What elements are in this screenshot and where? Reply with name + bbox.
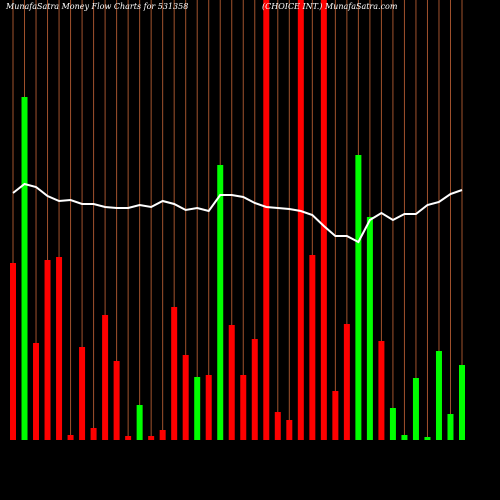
bar — [90, 428, 97, 440]
bar — [113, 361, 120, 440]
money-flow-line — [12, 182, 463, 244]
bar — [171, 307, 178, 440]
bar — [182, 355, 189, 440]
bar — [286, 420, 293, 440]
bar — [424, 437, 431, 440]
bar — [79, 347, 86, 440]
bar — [297, 0, 304, 440]
chart-subtitle: (CHOICE INT.) MunafaSatra.com — [262, 2, 398, 11]
bar — [67, 435, 74, 440]
bar — [343, 324, 350, 440]
bar — [10, 263, 16, 440]
bar — [240, 375, 247, 440]
bar — [251, 339, 258, 440]
bar — [136, 405, 143, 440]
bar — [148, 436, 155, 440]
bar — [125, 436, 132, 440]
bar — [332, 391, 339, 440]
bar — [159, 430, 166, 440]
bar — [435, 351, 442, 440]
bar — [33, 343, 40, 440]
bar — [459, 365, 465, 440]
chart-title: MunafaSatra Money Flow Charts for 531358 — [5, 2, 188, 11]
bar — [309, 255, 316, 440]
bar — [366, 217, 373, 440]
bar — [320, 0, 327, 440]
bar — [217, 165, 224, 440]
bar — [228, 325, 235, 440]
bar — [21, 97, 28, 440]
bar — [263, 0, 270, 440]
bar — [44, 260, 51, 440]
bar — [389, 408, 396, 440]
bar — [194, 377, 201, 440]
bar — [447, 414, 454, 440]
bar — [205, 375, 212, 440]
bar — [355, 155, 362, 440]
bar — [274, 412, 281, 440]
bar — [56, 257, 63, 440]
bar — [102, 315, 109, 440]
bars — [10, 0, 465, 440]
bar — [378, 341, 385, 440]
bar — [412, 378, 419, 440]
lines — [12, 182, 463, 244]
bar — [401, 435, 408, 440]
